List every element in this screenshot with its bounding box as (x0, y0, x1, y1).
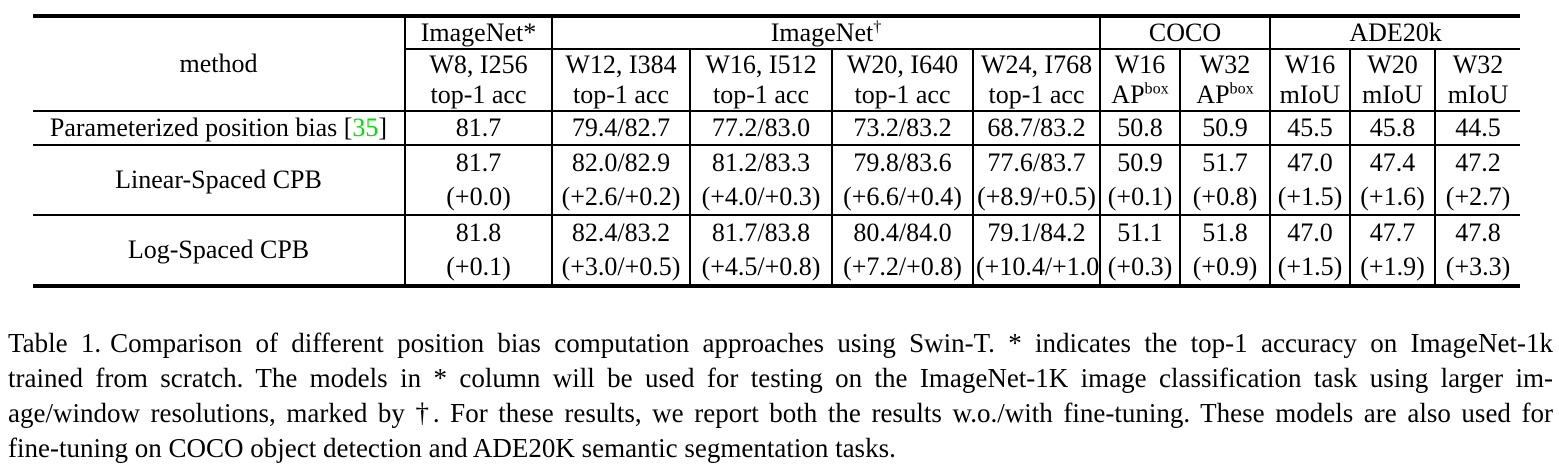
column-header-w24-i768: W24, I768 top-1 acc (973, 49, 1102, 112)
citation-bracket: ] (378, 113, 388, 142)
table-cell: 44.5 (1435, 111, 1521, 146)
column-header-w16-i512: W16, I512 top-1 acc (690, 49, 833, 112)
column-group-imagenet-finetune: ImageNet† (552, 16, 1102, 50)
table-cell: 80.4/84.0 (+7.2/+0.8) (832, 215, 974, 286)
table-cell: 77.6/83.7 (+8.9/+0.5) (973, 145, 1102, 216)
table-cell: 45.5 (1270, 111, 1352, 146)
table-row-linear-spaced-cpb: Linear-Spaced CPB 81.7 (+0.0) 82.0/82.9 (+… (33, 145, 1521, 216)
table-cell: 81.7/83.8 (+4.5/+0.8) (690, 215, 833, 286)
table-cell: 79.8/83.6 (+6.6/+0.4) (832, 145, 974, 216)
method-cell: Linear-Spaced CPB (33, 145, 406, 216)
table-cell: 81.7 (405, 111, 553, 146)
citation-bracket: [ (343, 113, 353, 142)
caption-line: Table 1. Comparison of different position… (8, 326, 1553, 361)
table-row-parameterized-position-bias: Parameterized position bias [35] 81.7 79… (33, 111, 1521, 146)
header-subcolumn-row: W8, I256 top-1 acc W12, I384 top-1 acc W16… (33, 49, 1521, 112)
table-cell: 68.7/83.2 (973, 111, 1102, 146)
column-header-w12-i384: W12, I384 top-1 acc (552, 49, 691, 112)
caption-line: trained from scratch. The models in * co… (8, 363, 1553, 393)
group-label: ImageNet (770, 18, 874, 47)
column-header-coco-w16: W16 APbox (1100, 49, 1182, 112)
table-row-log-spaced-cpb: Log-Spaced CPB 81.8 (+0.1) 82.4/83.2 (+3.0… (33, 215, 1520, 286)
citation-link-35[interactable]: 35 (352, 113, 379, 142)
table-cell: 81.2/83.3 (+4.0/+0.3) (690, 145, 833, 216)
caption-line: fine-tuning on COCO object detection and… (8, 433, 896, 463)
caption-text: Comparison of different position bias co… (110, 328, 1553, 358)
column-group-imagenet-scratch: ImageNet* (405, 16, 553, 50)
method-cell: Log-Spaced CPB (33, 215, 406, 286)
table-cell: 47.7 (+1.9) (1350, 215, 1437, 286)
column-header-ade-w32: W32 mIoU (1435, 49, 1521, 112)
column-header-w8-i256: W8, I256 top-1 acc (405, 49, 553, 112)
table-caption: Table 1. Comparison of different position… (8, 326, 1553, 466)
header-group-row: method ImageNet* ImageNet† COCO ADE20k (33, 16, 1521, 112)
table-cell: 81.8 (+0.1) (405, 215, 553, 286)
table-cell: 51.7 (+0.8) (1180, 145, 1272, 216)
column-group-ade20k: ADE20k (1270, 16, 1521, 50)
table-cell: 82.0/82.9 (+2.6/+0.2) (552, 145, 691, 216)
group-label: COCO (1148, 18, 1222, 47)
caption-line: age/window resolutions, marked by †. For… (8, 398, 1553, 428)
table-cell: 50.9 (+0.1) (1100, 145, 1182, 216)
table-cell: 81.7 (+0.0) (405, 145, 553, 216)
table-cell: 50.9 (1180, 111, 1272, 146)
method-column-header: method (33, 16, 406, 112)
table-cell: 50.8 (1100, 111, 1182, 146)
column-header-coco-w32: W32 APbox (1180, 49, 1272, 112)
caption-label: Table 1. (8, 328, 102, 358)
table-cell: 51.1 (+0.3) (1100, 215, 1182, 286)
column-header-w20-i640: W20, I640 top-1 acc (832, 49, 974, 112)
group-label: ADE20k (1349, 18, 1442, 47)
table-cell: 45.8 (1350, 111, 1437, 146)
table-cell: 79.4/82.7 (552, 111, 691, 146)
table-cell: 73.2/83.2 (832, 111, 974, 146)
table-cell: 47.0 (+1.5) (1270, 215, 1352, 286)
table-cell: 79.1/84.2 (+10.4/+1.0) (973, 215, 1102, 286)
table-cell: 47.8 (+3.3) (1445, 218, 1511, 281)
results-table: method ImageNet* ImageNet† COCO ADE20k W… (33, 14, 1521, 288)
method-cell: Parameterized position bias [35] (33, 111, 406, 146)
group-label: ImageNet* (420, 18, 537, 47)
column-group-coco: COCO (1100, 16, 1272, 50)
table-cell: 82.4/83.2 (+3.0/+0.5) (552, 215, 691, 286)
table-cell: 51.8 (+0.9) (1180, 215, 1272, 286)
column-header-ade-w16: W16 mIoU (1270, 49, 1352, 112)
dagger-sup: † (873, 18, 882, 36)
table-cell: 47.4 (+1.6) (1350, 145, 1437, 216)
table-cell: 47.2 (+2.7) (1435, 145, 1521, 216)
table-cell: 47.0 (+1.5) (1270, 145, 1352, 216)
column-header-ade-w20: W20 mIoU (1350, 49, 1437, 112)
table-cell: 77.2/83.0 (690, 111, 833, 146)
